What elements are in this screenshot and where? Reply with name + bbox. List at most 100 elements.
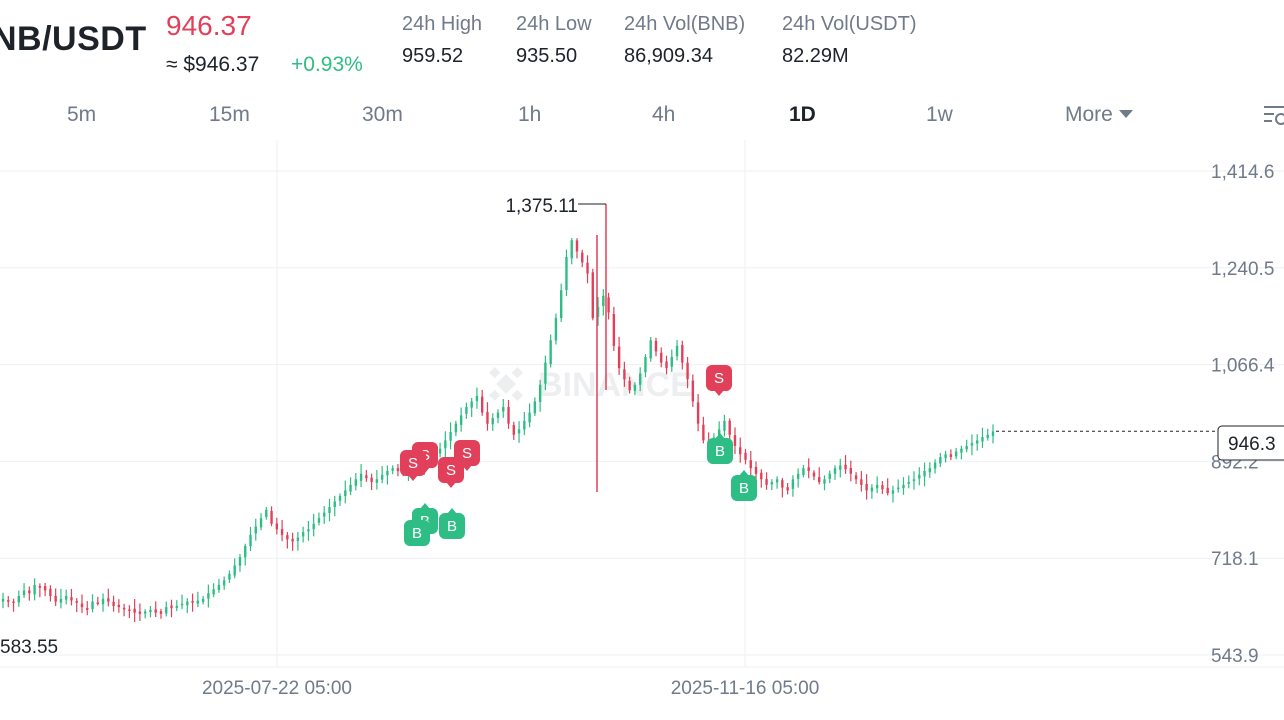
sell-mark[interactable]: S [454, 440, 480, 471]
candle-body [491, 418, 494, 425]
last-price: 946.37 [166, 10, 252, 41]
candle-body [449, 432, 452, 441]
candle-body [133, 608, 136, 613]
candlestick-chart[interactable]: BINANCE 1,375.11 583.55 SSSSSBBBBB 1,414… [0, 140, 1284, 720]
candle-body [196, 600, 200, 604]
candle-body [617, 346, 621, 369]
candle-body [575, 240, 579, 252]
candle-body [112, 601, 115, 607]
trading-pair-title[interactable]: NB/USDT [0, 20, 147, 58]
candle-body [807, 467, 810, 471]
candle-body [191, 600, 194, 603]
buy-mark[interactable]: B [707, 433, 733, 464]
candle-body [128, 609, 131, 611]
candle-body [301, 532, 305, 537]
chart-settings-icon[interactable] [1262, 102, 1284, 130]
candle-body [481, 396, 484, 413]
current-price-tag-text: 946.3 [1228, 434, 1276, 455]
candle-body [754, 466, 758, 474]
candle-body [375, 479, 379, 483]
mark-pointer [420, 503, 430, 509]
candle-body [570, 240, 573, 259]
mark-pointer [412, 515, 422, 521]
candle-body [765, 479, 768, 485]
candle-body [238, 557, 242, 566]
candle-body [70, 597, 73, 601]
buy-mark[interactable]: B [731, 470, 757, 501]
candle-body [623, 369, 626, 380]
mark-badge [707, 438, 733, 464]
candle-body [565, 256, 568, 291]
candle-body [170, 605, 173, 609]
candle-body [781, 480, 784, 488]
y-tick-label: 1,414.6 [1211, 162, 1274, 183]
mark-label: S [462, 445, 472, 462]
mark-pointer [715, 433, 725, 439]
candle-body [307, 529, 310, 532]
candle-body [854, 475, 858, 480]
timeframe-5m-tab[interactable]: 5m [67, 103, 97, 126]
stat-24h-vol-quote-label: 24h Vol(USDT) [782, 13, 917, 35]
stat-24h-high-value: 959.52 [402, 45, 464, 67]
candle-body [149, 609, 152, 613]
candle-body [744, 452, 747, 460]
mark-pointer [408, 475, 418, 481]
mark-badge [706, 365, 732, 391]
timeframe-30m-tab[interactable]: 30m [362, 103, 403, 126]
candle-body [986, 434, 989, 438]
candle-body [965, 445, 968, 450]
candle-body [907, 482, 910, 484]
candle-body [849, 468, 853, 474]
candle-body [117, 604, 121, 608]
mark-label: B [447, 518, 457, 535]
candle-body [380, 474, 384, 480]
candle-body [812, 472, 816, 477]
candle-body [923, 470, 926, 477]
y-tick-label: 718.1 [1211, 549, 1259, 570]
candle-body [33, 584, 36, 595]
candle-body [649, 340, 652, 359]
candle-body [96, 602, 99, 605]
timeframe-1h-tab[interactable]: 1h [518, 103, 542, 126]
candle-body [454, 423, 458, 433]
candle-body [12, 601, 15, 604]
timeframe-4h-tab[interactable]: 4h [652, 103, 676, 126]
candle-body [249, 534, 252, 547]
candle-body [333, 501, 336, 508]
candle-body [1, 598, 5, 602]
candle-body [22, 590, 26, 596]
candle-body [728, 420, 731, 435]
buy-mark[interactable]: B [439, 508, 465, 539]
candle-body [359, 473, 363, 481]
buy-mark[interactable]: B [404, 515, 430, 546]
candle-body [844, 464, 847, 470]
candle-body [538, 384, 542, 402]
y-tick-label: 1,066.4 [1211, 356, 1275, 377]
sell-mark[interactable]: S [706, 365, 732, 396]
trade-marks-layer: SSSSSBBBBB [400, 365, 757, 546]
timeframe-1w-tab[interactable]: 1w [926, 103, 953, 126]
more-label: More [1065, 103, 1113, 126]
candle-body [586, 262, 589, 274]
candle-body [312, 523, 315, 530]
candle-body [760, 472, 763, 480]
candle-body [954, 451, 958, 457]
candle-body [486, 411, 489, 424]
sell-mark[interactable]: S [400, 450, 426, 481]
y-tick-label: 1,240.5 [1211, 259, 1274, 280]
candle-body [259, 518, 263, 528]
timeframe-more-dropdown[interactable]: More [1065, 103, 1133, 127]
candle-body [533, 401, 537, 414]
timeframe-1d-tab[interactable]: 1D [789, 103, 816, 126]
timeframe-15m-tab[interactable]: 15m [209, 103, 250, 126]
annotations-layer: 1,375.11 583.55 [0, 196, 606, 658]
candle-body [870, 487, 874, 492]
candle-body [939, 457, 942, 464]
candle-body [949, 454, 953, 458]
candle-body [875, 484, 879, 489]
candle-body [802, 468, 805, 476]
candle-body [444, 440, 447, 449]
mark-pointer [462, 465, 472, 471]
candle-body [796, 473, 800, 479]
